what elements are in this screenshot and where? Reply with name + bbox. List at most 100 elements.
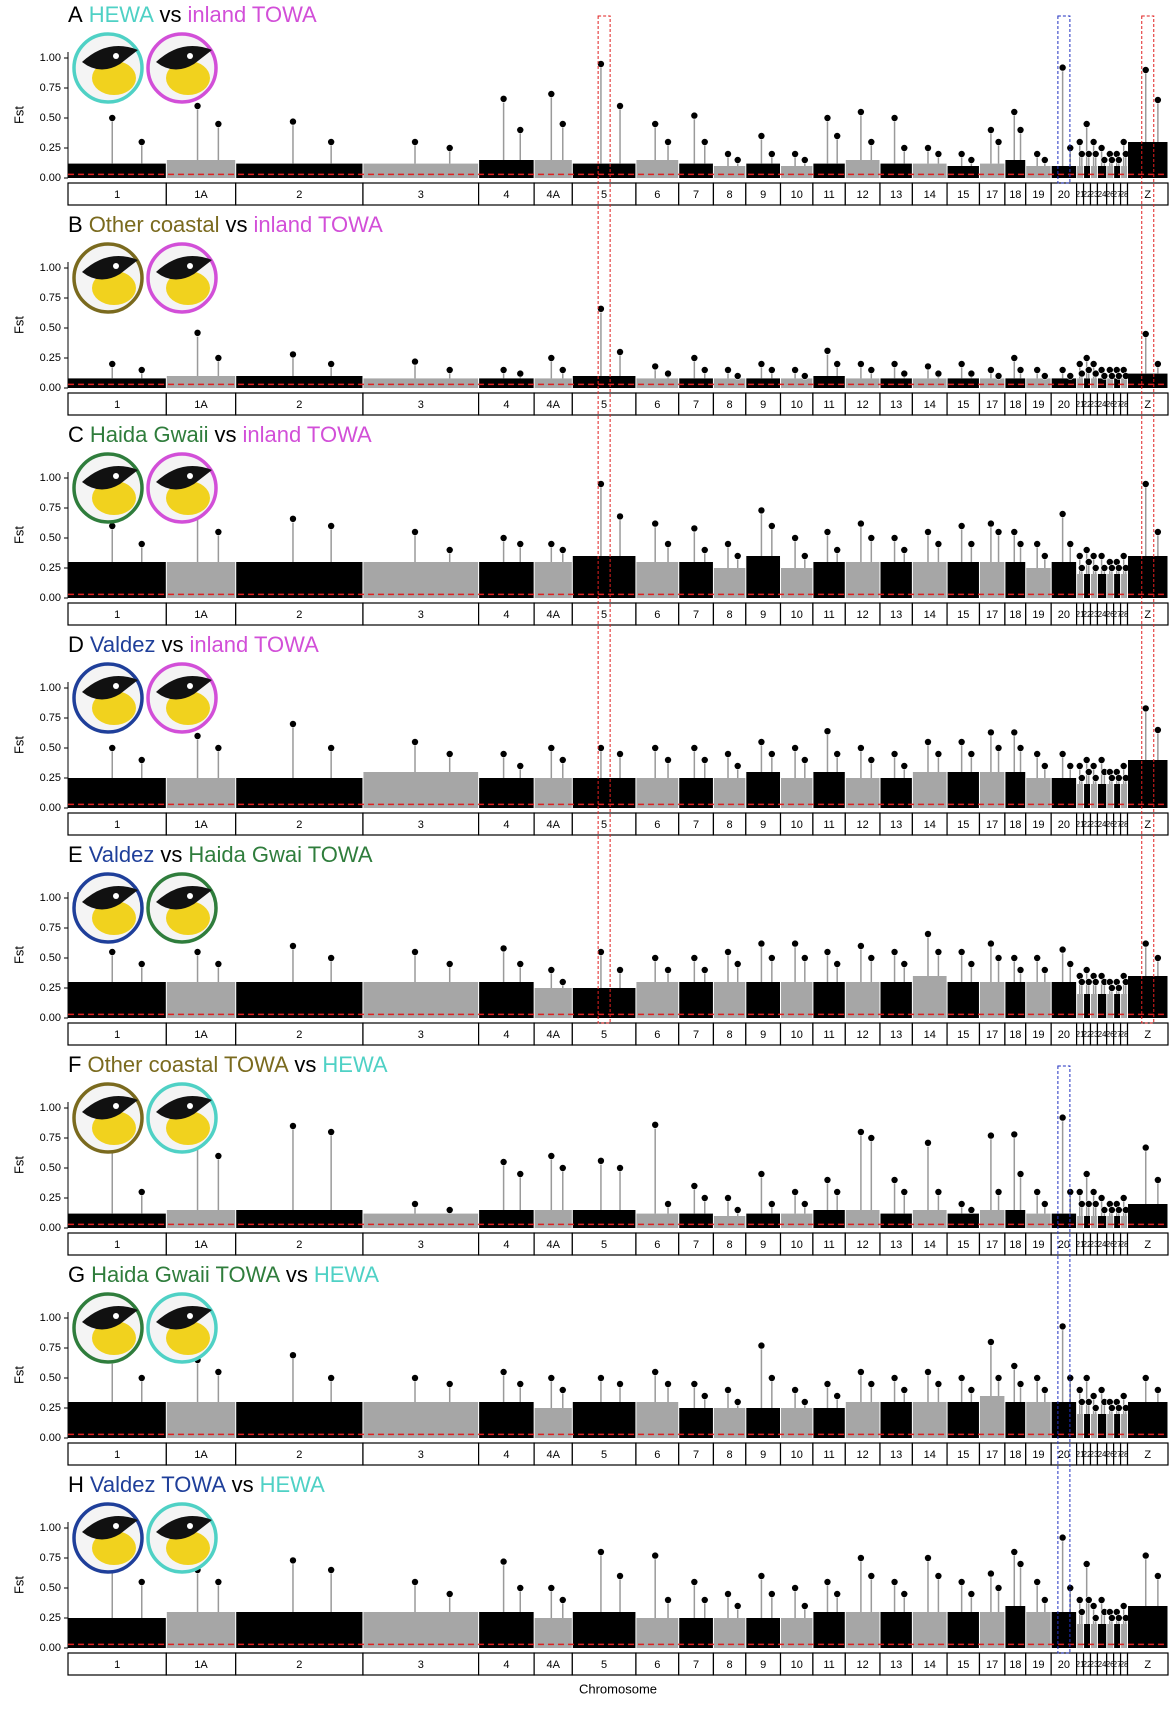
y-tick-label: 0.25 [40,562,61,574]
fst-point [758,940,765,947]
highlight-box [1058,1066,1070,1653]
y-axis-label: Fst [11,1576,26,1594]
fst-point [891,949,898,956]
fst-point [1090,553,1097,560]
fst-point [995,1189,1002,1196]
fst-bulk [236,1210,362,1228]
fst-point [768,751,775,758]
fst-point [1078,1201,1085,1208]
y-tick-label: 0.75 [40,712,61,724]
fst-bulk [679,778,713,808]
chrom-label: 1 [114,1239,120,1251]
fst-bulk [1107,1216,1113,1228]
fst-point [1034,1579,1041,1586]
fst-point [1092,151,1099,158]
chrom-label: 19 [1032,609,1044,621]
fst-bulk [714,778,745,808]
fst-bulk [1107,378,1113,388]
chrom-label: 5 [601,819,607,831]
fst-point [1115,1405,1122,1412]
fst-bulk [1128,1402,1167,1438]
chrom-label: 14 [924,1449,936,1461]
fst-point [824,347,831,354]
fst-bulk [1005,378,1025,388]
fst-bulk [846,562,880,598]
fst-bulk [913,164,947,178]
chrom-label: 20 [1058,189,1070,201]
fst-point [868,535,875,542]
chrom-label: 6 [654,189,660,201]
fst-bulk [636,1214,678,1228]
chrom-label: 3 [418,189,424,201]
bird-icon-eye [113,1313,119,1319]
fst-bulk [167,562,235,598]
title-part: vs [160,842,182,867]
fst-point [691,1381,698,1388]
chrom-label: 6 [654,1029,660,1041]
fst-point [734,373,741,380]
fst-point [289,118,296,125]
fst-bulk [980,164,1004,178]
fst-point [801,1603,808,1610]
fst-point [987,729,994,736]
fst-point [1108,1405,1115,1412]
bird-icon-eye [113,473,119,479]
title-part: Other coastal TOWA [87,1052,289,1077]
fst-point [792,745,799,752]
fst-point [652,121,659,128]
fst-point [801,757,808,764]
fst-point [801,157,808,164]
fst-point [328,1567,335,1574]
chrom-label: 6 [654,1449,660,1461]
title-part: vs [215,422,237,447]
fst-bulk [479,562,534,598]
y-tick-label: 0.25 [40,982,61,994]
fst-point [1098,145,1105,152]
fst-point [500,1558,507,1565]
chrom-label: 8 [727,1029,733,1041]
chrom-label: 4A [546,399,560,411]
fst-bulk [913,1402,947,1438]
fst-point [652,363,659,370]
fst-point [968,157,975,164]
fst-bulk [679,1408,713,1438]
fst-point [652,1121,659,1128]
fst-point [701,1393,708,1400]
fst-bulk [1005,982,1025,1018]
fst-point [801,553,808,560]
fst-point [1120,1393,1127,1400]
fst-bulk [1128,556,1167,598]
fst-point [412,739,419,746]
chrom-label: 10 [791,1659,803,1671]
fst-bulk [913,772,947,808]
chrom-label: 4A [546,1659,560,1671]
fst-point [891,1177,898,1184]
y-tick-label: 0.00 [40,1642,61,1654]
fst-point [1090,1393,1097,1400]
fst-point [768,1201,775,1208]
fst-bulk [948,562,979,598]
fst-point [652,1369,659,1376]
fst-point [901,145,908,152]
fst-bulk [535,1408,572,1438]
chrom-label: 17 [986,189,998,201]
chrom-label: 1A [194,609,208,621]
chrom-label: 2 [296,1659,302,1671]
fst-point [559,367,566,374]
fst-bulk [714,166,745,178]
chrom-label: 1A [194,1449,208,1461]
fst-point [935,541,942,548]
fst-point [1034,1375,1041,1382]
chrom-label: 3 [418,1659,424,1671]
fst-bulk [573,556,636,598]
fst-point [1059,1114,1066,1121]
fst-bulk [573,164,636,178]
fst-bulk [167,778,235,808]
title-part: vs [162,632,184,657]
fst-bulk [236,1402,362,1438]
fst-point [1011,1131,1018,1138]
fst-point [987,940,994,947]
highlight-box [1058,16,1070,183]
fst-point [891,115,898,122]
fst-point [500,945,507,952]
